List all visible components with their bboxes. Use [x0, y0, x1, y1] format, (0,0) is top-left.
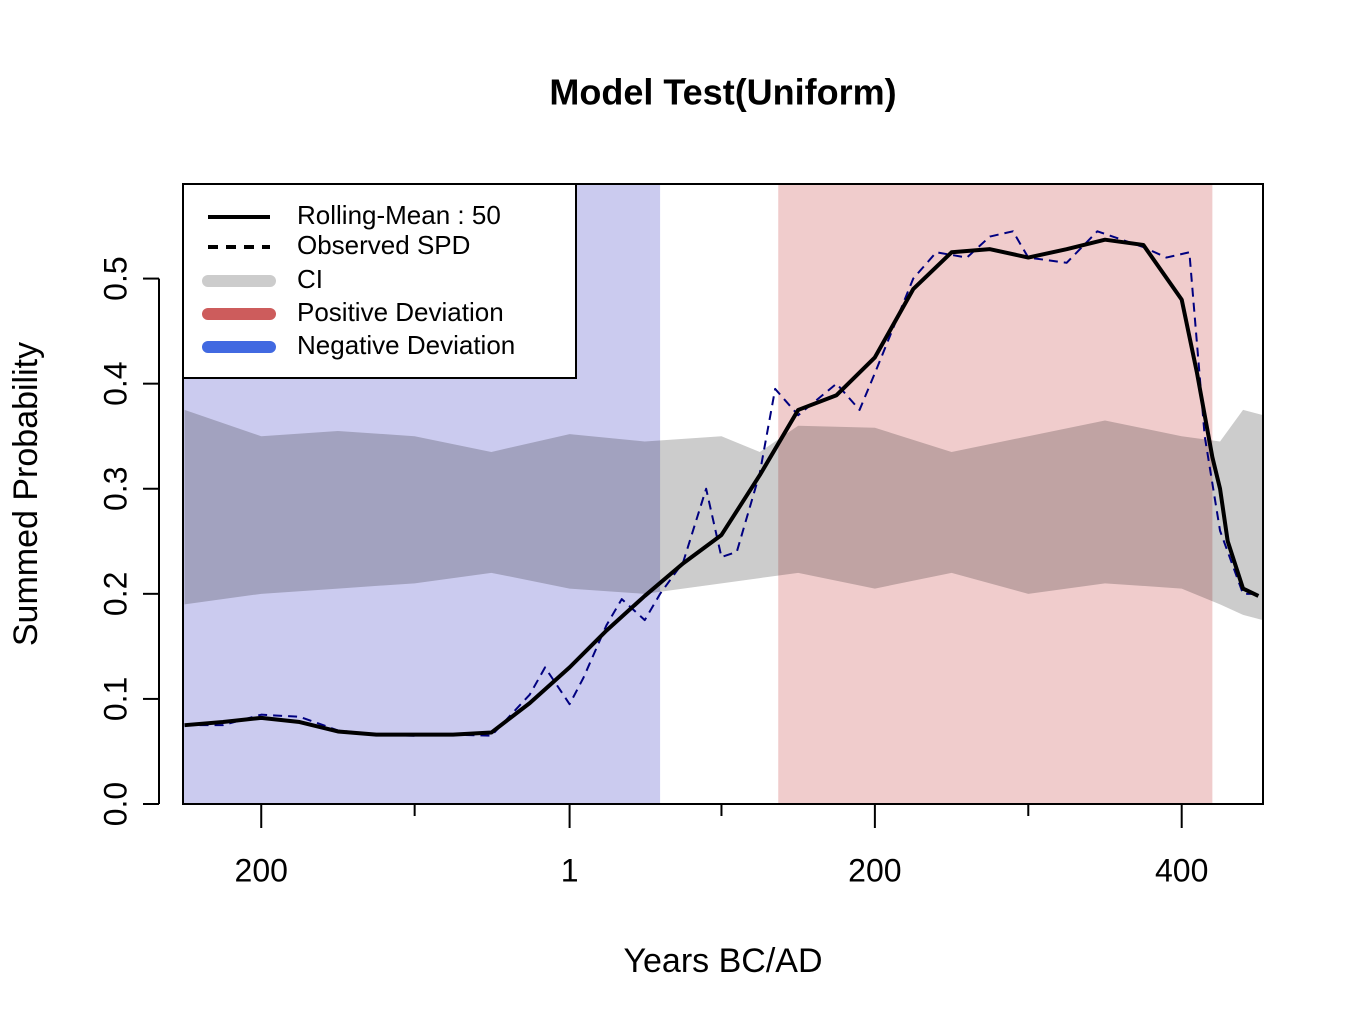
- x-tick-label: 1: [561, 852, 579, 888]
- legend-label: Positive Deviation: [297, 297, 504, 327]
- y-axis-label: Summed Probability: [7, 342, 45, 646]
- legend-label: CI: [297, 264, 323, 294]
- x-axis-label: Years BC/AD: [623, 942, 822, 980]
- x-tick-label: 200: [235, 852, 288, 888]
- legend-label: Negative Deviation: [297, 330, 515, 360]
- y-tick-label: 0.1: [97, 677, 133, 721]
- y-tick-label: 0.3: [97, 467, 133, 511]
- x-tick-label: 200: [848, 852, 901, 888]
- axes: 0.0 0.1 0.2 0.3 0.4 0.5 200 1 200 400 Rolling-Mean…: [97, 183, 1264, 888]
- y-tick-label: 0.4: [97, 361, 133, 405]
- y-tick-label: 0.0: [97, 782, 133, 826]
- chart-title: Model Test(Uniform): [549, 72, 896, 113]
- x-tick-label: 400: [1155, 852, 1208, 888]
- y-tick-label: 0.2: [97, 572, 133, 616]
- legend-label: Rolling-Mean : 50: [297, 200, 501, 230]
- ci-band: [184, 409, 1263, 621]
- legend-label: Observed SPD: [297, 230, 470, 260]
- mean-line: [184, 237, 1260, 737]
- y-tick-label: 0.5: [97, 256, 133, 300]
